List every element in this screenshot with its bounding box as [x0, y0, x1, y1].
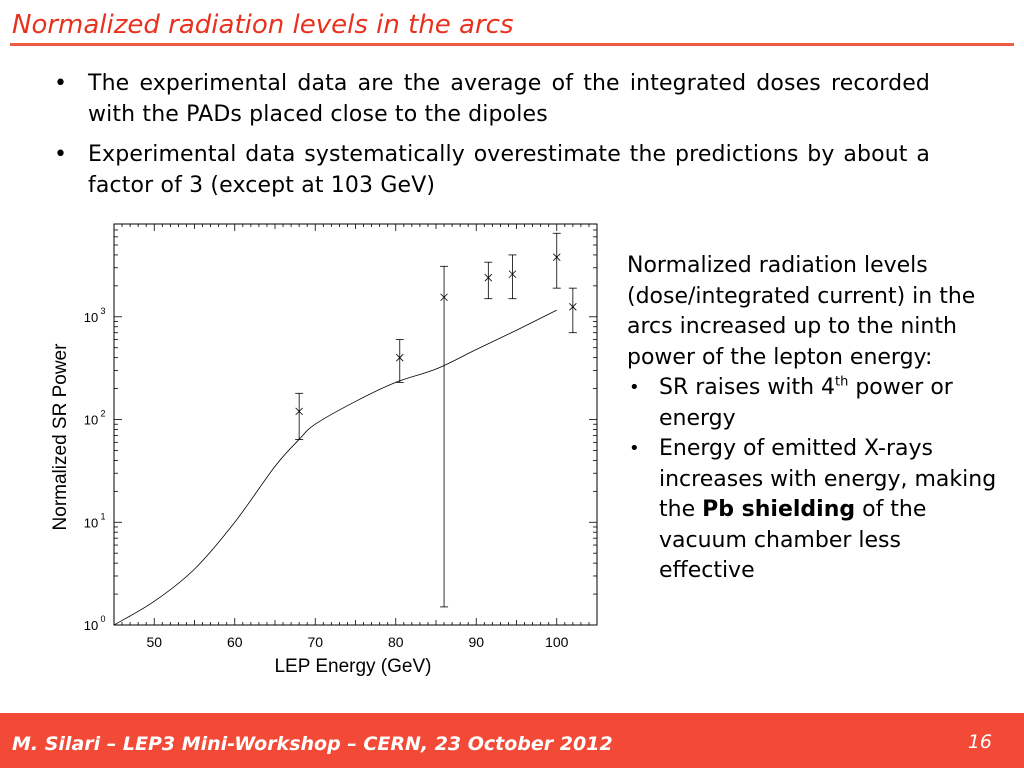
- point-marker: [569, 303, 577, 311]
- data-point: [395, 339, 404, 383]
- prediction-curve: [113, 309, 557, 626]
- point-marker: [440, 293, 448, 302]
- footer-bar: M. Silari – LEP3 Mini-Workshop – CERN, 2…: [0, 713, 1024, 768]
- y-tick-exponent: 2: [100, 409, 105, 419]
- point-marker: [484, 273, 493, 282]
- side-text-block: Normalized radiation levels (dose/integr…: [627, 251, 997, 587]
- bullet-text: The experimental data are the average of…: [88, 71, 930, 127]
- side-bullet-item: • SR raises with 4th power or energy: [627, 373, 997, 434]
- side-bullet-text-post: of the vacuum chamber less effective: [659, 497, 927, 583]
- data-point: [508, 254, 517, 300]
- data-point: [440, 265, 449, 608]
- x-tick-label: 60: [227, 634, 243, 650]
- y-tick-label: 10: [84, 515, 98, 530]
- side-bullet-text-pre: SR raises with 4: [659, 375, 835, 400]
- side-bullet-text-pre: Energy of emitted X-rays increases with …: [659, 436, 997, 522]
- side-bullet-list: • SR raises with 4th power or energy • E…: [627, 373, 997, 587]
- x-axis-label: LEP Energy (GeV): [274, 656, 431, 677]
- side-bullet-text-post: power or energy: [659, 375, 953, 431]
- axis-ticks: [113, 223, 598, 626]
- plot-frame: [113, 223, 598, 626]
- x-tick-label: 80: [388, 634, 404, 650]
- y-tick-label: 10: [84, 413, 98, 428]
- data-points: [295, 232, 577, 608]
- data-point: [552, 232, 561, 289]
- side-bullet-item: • Energy of emitted X-rays increases wit…: [627, 434, 997, 587]
- point-marker: [552, 253, 561, 261]
- page-number: 16: [967, 731, 992, 753]
- point-marker: [295, 407, 303, 416]
- bullet-dot: •: [54, 142, 68, 167]
- x-tick-label: 50: [146, 634, 162, 650]
- bullet-text: Experimental data systematically overest…: [88, 142, 930, 198]
- point-marker: [508, 270, 517, 278]
- y-tick-label: 10: [84, 618, 98, 633]
- bullet-item: • The experimental data are the average …: [50, 68, 930, 130]
- x-tick-label: 90: [468, 634, 484, 650]
- y-tick-exponent: 3: [100, 306, 105, 316]
- title-divider: [10, 43, 1014, 46]
- side-intro: Normalized radiation levels (dose/integr…: [627, 253, 976, 370]
- y-tick-exponent: 0: [100, 614, 105, 624]
- data-point: [295, 392, 304, 440]
- x-tick-label: 70: [307, 634, 323, 650]
- bullet-dot: •: [629, 438, 640, 459]
- superscript-th: th: [835, 374, 849, 390]
- x-tick-label: 100: [545, 634, 569, 650]
- bullet-list: • The experimental data are the average …: [50, 68, 930, 210]
- data-point: [568, 287, 577, 334]
- y-tick-exponent: 1: [100, 511, 105, 521]
- footer-text: M. Silari – LEP3 Mini-Workshop – CERN, 2…: [12, 733, 613, 755]
- point-marker: [395, 353, 404, 362]
- bullet-item: • Experimental data systematically overe…: [50, 139, 930, 201]
- y-tick-label: 10: [84, 310, 98, 325]
- bullet-dot: •: [54, 71, 68, 96]
- data-point: [484, 261, 493, 300]
- slide-title: Normalized radiation levels in the arcs: [12, 10, 514, 40]
- bullet-dot: •: [629, 377, 640, 398]
- y-axis-label: Normalized SR Power: [50, 343, 71, 531]
- side-bullet-bold: Pb shielding: [702, 497, 856, 522]
